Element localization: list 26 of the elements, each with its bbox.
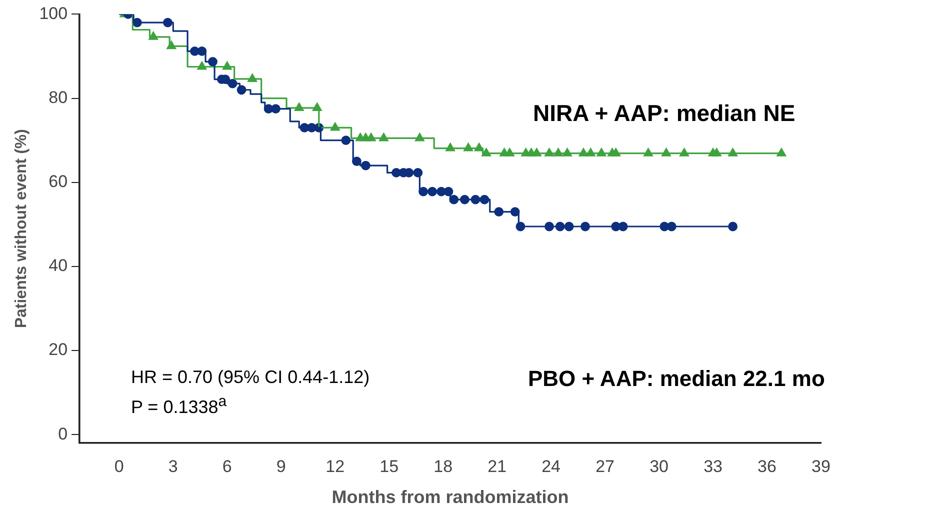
x-tick-label: 3 bbox=[168, 456, 178, 476]
y-tick-label: 100 bbox=[39, 4, 68, 23]
x-tick-label: 6 bbox=[222, 456, 232, 476]
x-tick-label: 27 bbox=[596, 456, 615, 476]
y-axis-title: Patients without event (%) bbox=[13, 129, 30, 328]
x-tick-label: 9 bbox=[276, 456, 286, 476]
y-tick-label: 80 bbox=[48, 88, 68, 107]
x-tick-label: 12 bbox=[326, 456, 345, 476]
annotation: PBO + AAP: median 22.1 mo bbox=[528, 366, 825, 392]
x-axis-title: Months from randomization bbox=[332, 487, 569, 508]
y-tick-label: 20 bbox=[48, 340, 68, 360]
annotation: NIRA + AAP: median NE bbox=[533, 100, 796, 127]
y-tick-label: 0 bbox=[58, 424, 68, 444]
x-tick-label: 24 bbox=[542, 456, 561, 476]
annotation: HR = 0.70 (95% CI 0.44-1.12) bbox=[131, 367, 370, 388]
x-tick-label: 21 bbox=[488, 456, 507, 476]
x-tick-label: 18 bbox=[434, 456, 453, 476]
y-tick-label: 40 bbox=[48, 256, 68, 276]
x-tick-label: 0 bbox=[114, 456, 124, 476]
x-tick-label: 39 bbox=[812, 456, 830, 476]
x-tick-label: 33 bbox=[704, 456, 722, 476]
x-tick-label: 30 bbox=[650, 456, 668, 476]
annotation: P = 0.1338$^{a}$ bbox=[131, 393, 227, 418]
y-tick-label: 60 bbox=[48, 172, 68, 192]
x-tick-label: 15 bbox=[380, 456, 399, 476]
x-tick-label: 36 bbox=[758, 456, 776, 476]
